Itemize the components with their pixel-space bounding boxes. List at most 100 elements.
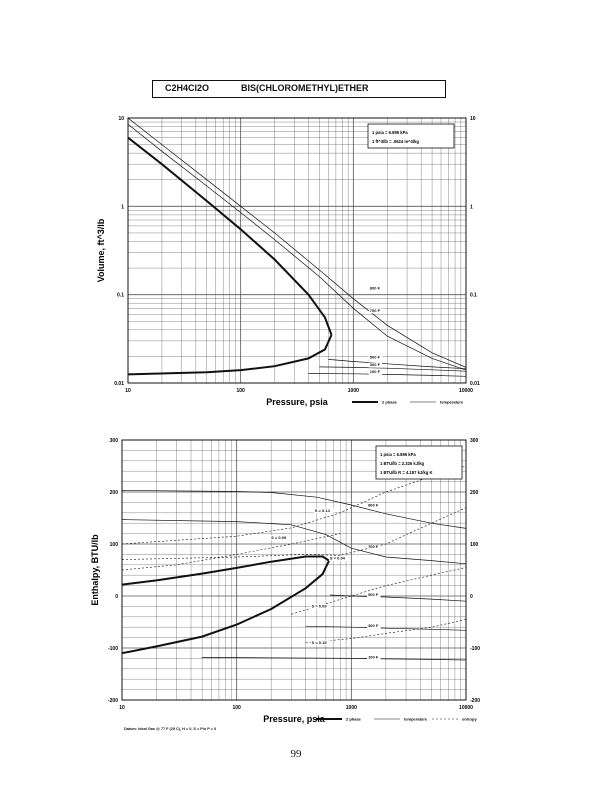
isotherm-500f xyxy=(329,594,466,602)
datum-footnote: Datum: Ideal Gas @ 77 F (25 C), H = 0, S… xyxy=(124,727,217,731)
curve-label: S = 0.14 xyxy=(315,508,331,513)
x-tick-label: 1000 xyxy=(346,705,357,711)
isotherm-300f xyxy=(319,366,466,372)
y-tick-label-right: -200 xyxy=(470,698,480,704)
x-tick-label: 10000 xyxy=(459,705,473,711)
curve-label: 500 F xyxy=(368,592,379,597)
curve-label-bg xyxy=(368,285,383,291)
chemical-name: BIS(CHLOROMETHYL)ETHER xyxy=(241,83,369,93)
isotherm-300f xyxy=(305,625,466,631)
conversion-box xyxy=(367,123,455,149)
y-tick-label: 10 xyxy=(118,116,124,122)
isotherm-500f xyxy=(328,359,466,370)
curve-label: 800 F xyxy=(368,503,379,508)
entropy-line-015 xyxy=(305,619,466,644)
entropy-line-014 xyxy=(122,465,466,545)
curve-label: 700 F xyxy=(368,544,379,549)
curve-label-bg xyxy=(328,556,350,562)
curve-label-bg xyxy=(367,654,381,660)
curve-label-bg xyxy=(368,354,383,360)
curve-label: 500 F xyxy=(370,354,381,359)
y-tick-label: 1 xyxy=(121,204,124,210)
y-tick-label-right: 10 xyxy=(470,116,476,122)
x-tick-label: 1000 xyxy=(348,388,359,394)
sat-vapor-curve xyxy=(122,555,330,586)
legend-label: temperature xyxy=(440,400,464,405)
y-tick-label: 0 xyxy=(115,594,118,600)
isotherm-100f xyxy=(308,373,466,377)
curve-label-bg xyxy=(368,308,383,314)
enthalpy-curves xyxy=(122,465,466,661)
curve-label: 100 F xyxy=(368,654,379,659)
legend-label: 2 phase xyxy=(382,400,398,405)
sat-vapor-curve xyxy=(128,136,333,336)
y-tick-label: 0.1 xyxy=(117,293,124,299)
conversion-text: 1 psia = 6.895 kPa xyxy=(380,452,416,457)
conversion-text: 1 BTU/lb R = 4.187 kJ/kg K xyxy=(380,470,432,475)
y-tick-label-right: 0.1 xyxy=(470,293,477,299)
sat-liquid-curve xyxy=(128,334,333,376)
chemical-formula: C2H4Cl2O xyxy=(165,83,210,93)
y-tick-label: 200 xyxy=(110,490,119,496)
y-tick-label: -200 xyxy=(108,698,118,704)
x-tick-label: 100 xyxy=(236,388,245,394)
isotherm-700f xyxy=(122,519,466,565)
entropy-line-009 xyxy=(291,567,466,615)
curve-label: S = 0.15 xyxy=(312,640,328,645)
volume-chart: 800 F 700 F 500 F 300 F 100 F 10 100 1000 10000 1… xyxy=(96,116,480,407)
curve-label-bg xyxy=(368,369,383,375)
curve-label: 700 F xyxy=(370,308,381,313)
x-tick-label: 10 xyxy=(125,388,131,394)
curve-label-bg xyxy=(367,592,381,598)
conversion-text: 1 BTU/lb = 2.326 kJ/kg xyxy=(380,461,425,466)
y-tick-label-right: 200 xyxy=(470,490,479,496)
volume-curves xyxy=(128,118,466,377)
sat-liquid-curve xyxy=(122,560,330,655)
x-tick-label: 10000 xyxy=(459,388,473,394)
curve-label-bg xyxy=(313,508,335,514)
curve-label-bg xyxy=(367,503,381,509)
y-tick-label-right: 0.01 xyxy=(470,381,480,387)
volume-frame xyxy=(127,117,467,384)
isotherm-800f xyxy=(122,490,466,529)
legend-label: temperature xyxy=(404,717,428,722)
y-axis-title: Volume, ft^3/lb xyxy=(96,218,106,282)
x-tick-label: 10 xyxy=(119,705,125,711)
y-tick-label: 300 xyxy=(110,438,119,444)
curve-label-bg xyxy=(368,362,383,368)
x-axis-title: Pressure, psia xyxy=(263,714,326,724)
y-tick-label-right: 100 xyxy=(470,542,479,548)
curve-label: 100 F xyxy=(370,369,381,374)
curve-label: 800 F xyxy=(370,285,381,290)
curve-label-bg xyxy=(310,640,331,646)
y-axis-title: Enthalpy, BTU/lb xyxy=(90,534,100,606)
y-tick-label: 100 xyxy=(110,542,119,548)
y-tick-label-right: 0 xyxy=(470,594,473,600)
y-tick-label: -100 xyxy=(108,646,118,652)
isotherm-100f xyxy=(202,657,466,661)
chart-title-box: C2H4Cl2O BIS(CHLOROMETHYL)ETHER xyxy=(152,80,446,98)
curve-label-bg xyxy=(367,544,381,550)
x-tick-label: 100 xyxy=(232,705,241,711)
curve-label: S = 0.09 xyxy=(271,535,287,540)
conversion-text: 1 ft^3/lb = .0624 m^3/kg xyxy=(372,139,419,144)
isotherm-700f xyxy=(128,123,466,371)
curve-label: 300 F xyxy=(370,362,381,367)
conversion-text: 1 psia = 6.895 kPa xyxy=(372,130,408,135)
conversion-box xyxy=(375,445,463,480)
curve-label-bg xyxy=(270,535,291,541)
enthalpy-grid xyxy=(122,440,466,700)
curve-label: S = 0.09 xyxy=(312,603,328,608)
curve-label: S = 0.04 xyxy=(330,556,346,561)
legend-label: entropy xyxy=(462,717,477,722)
enthalpy-chart: 800 F 700 F 500 F 300 F 100 F S = 0.14 S = 0.0… xyxy=(90,438,480,724)
curve-label: 300 F xyxy=(368,623,379,628)
legend-label: 2 phase xyxy=(346,717,362,722)
page-number: 99 xyxy=(290,748,302,760)
isotherm-800f xyxy=(128,118,466,368)
y-tick-label-right: -100 xyxy=(470,646,480,652)
y-tick-label: 0.01 xyxy=(114,381,124,387)
entropy-line-009 xyxy=(122,533,341,571)
y-tick-label-right: 1 xyxy=(470,204,473,210)
